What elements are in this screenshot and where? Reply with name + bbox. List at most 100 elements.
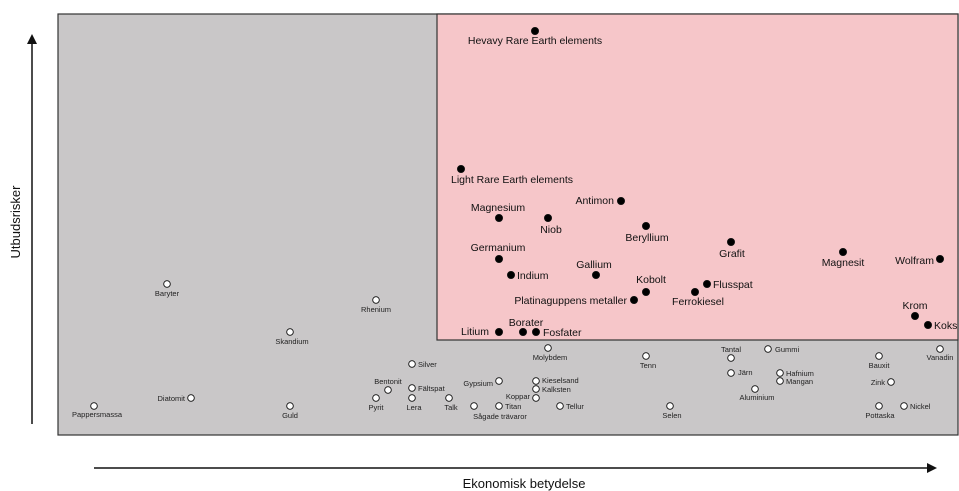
label-kalksten: Kalksten (542, 385, 571, 394)
label-lera: Lera (406, 403, 422, 412)
label-platinaguppens-metaller: Platinaguppens metaller (514, 295, 627, 307)
label-antimon: Antimon (575, 195, 614, 207)
point-litium (494, 327, 503, 336)
label-wolfram: Wolfram (895, 255, 934, 267)
label-molybdem: Molybdem (533, 353, 568, 362)
label-koppar: Koppar (506, 392, 531, 401)
point-antimon (617, 196, 626, 205)
point-vanadin (936, 345, 944, 353)
point-grafit (727, 237, 736, 246)
point-fosfater (532, 327, 541, 336)
point-tenn (642, 352, 650, 360)
label-hafnium: Hafnium (786, 369, 814, 378)
label-hevavy-rare-earth-elements: Hevavy Rare Earth elements (468, 35, 602, 47)
point-silver (408, 360, 416, 368)
label-litium: Litium (461, 326, 489, 338)
point-titan (495, 402, 503, 410)
label-kobolt: Kobolt (636, 274, 666, 286)
point-light-rare-earth-elements (456, 164, 465, 173)
point-gallium (592, 270, 601, 279)
label-beryllium: Beryllium (625, 232, 668, 244)
label-gummi: Gummi (775, 345, 800, 354)
point-kalksten (532, 385, 540, 393)
label-germanium: Germanium (471, 242, 526, 254)
point-molybdem (544, 344, 552, 352)
point-koppar (532, 394, 540, 402)
point-baryter (163, 280, 171, 288)
point-gummi (764, 345, 772, 353)
label-bauxit: Bauxit (869, 361, 891, 370)
label-krom: Krom (902, 300, 927, 312)
point-bentonit (384, 386, 392, 394)
point-krom (911, 311, 920, 320)
label-grafit: Grafit (719, 248, 745, 260)
point-koks (924, 320, 933, 329)
point-tellur (556, 402, 564, 410)
label-borater: Borater (509, 317, 544, 329)
point-pottaska (875, 402, 883, 410)
point-aluminium (751, 385, 759, 393)
critical-raw-materials-region (436, 13, 959, 341)
point-mangan (776, 377, 784, 385)
point-diatomit (187, 394, 195, 402)
point-indium (506, 270, 515, 279)
label-bentonit: Bentonit (374, 377, 402, 386)
x-axis-title: Ekonomisk betydelse (463, 476, 586, 491)
point-germanium (494, 254, 503, 263)
label-diatomit: Diatomit (157, 394, 185, 403)
label-kieselsand: Kieselsand (542, 376, 579, 385)
point-platinaguppens-metaller (630, 295, 639, 304)
label-talk: Talk (444, 403, 458, 412)
label-vanadin: Vanadin (927, 353, 954, 362)
point-guld (286, 402, 294, 410)
label-pottaska: Pottaska (865, 411, 895, 420)
data-points (90, 26, 945, 410)
label-magnesit: Magnesit (822, 257, 865, 269)
point-jarn (727, 369, 735, 377)
label-light-rare-earth-elements: Light Rare Earth elements (451, 174, 573, 186)
point-zink (887, 378, 895, 386)
point-gypsium (495, 377, 503, 385)
label-pappersmassa: Pappersmassa (72, 410, 123, 419)
point-talk (445, 394, 453, 402)
point-niob (544, 213, 553, 222)
point-sagade-travaror (470, 402, 478, 410)
point-beryllium (642, 221, 651, 230)
point-hevavy-rare-earth-elements (531, 26, 540, 35)
label-aluminium: Aluminium (739, 393, 774, 402)
label-silver: Silver (418, 360, 437, 369)
label-niob: Niob (540, 224, 562, 236)
label-fosfater: Fosfater (543, 327, 582, 339)
label-jarn: Järn (738, 368, 753, 377)
label-magnesium: Magnesium (471, 202, 526, 214)
point-hafnium (776, 369, 784, 377)
point-wolfram (936, 254, 945, 263)
point-rhenium (372, 296, 380, 304)
label-titan: Titan (505, 402, 521, 411)
point-selen (666, 402, 674, 410)
label-tellur: Tellur (566, 402, 584, 411)
label-zink: Zink (871, 378, 885, 387)
label-faltspat: Fältspat (418, 384, 446, 393)
point-nickel (900, 402, 908, 410)
label-gypsium: Gypsium (463, 379, 493, 388)
point-borater (519, 327, 528, 336)
label-guld: Guld (282, 411, 298, 420)
point-ferrokiesel (691, 287, 700, 296)
label-skandium: Skandium (275, 337, 308, 346)
label-flusspat: Flusspat (713, 279, 753, 291)
point-lera (408, 394, 416, 402)
label-tantal: Tantal (721, 345, 741, 354)
label-selen: Selen (662, 411, 681, 420)
label-nickel: Nickel (910, 402, 931, 411)
point-pyrit (372, 394, 380, 402)
label-gallium: Gallium (576, 259, 612, 271)
label-rhenium: Rhenium (361, 305, 391, 314)
point-skandium (286, 328, 294, 336)
point-flusspat (703, 279, 712, 288)
point-tantal (727, 354, 735, 362)
point-faltspat (408, 384, 416, 392)
data-labels: Hevavy Rare Earth elements Light Rare Ear… (72, 35, 957, 421)
point-kieselsand (532, 377, 540, 385)
